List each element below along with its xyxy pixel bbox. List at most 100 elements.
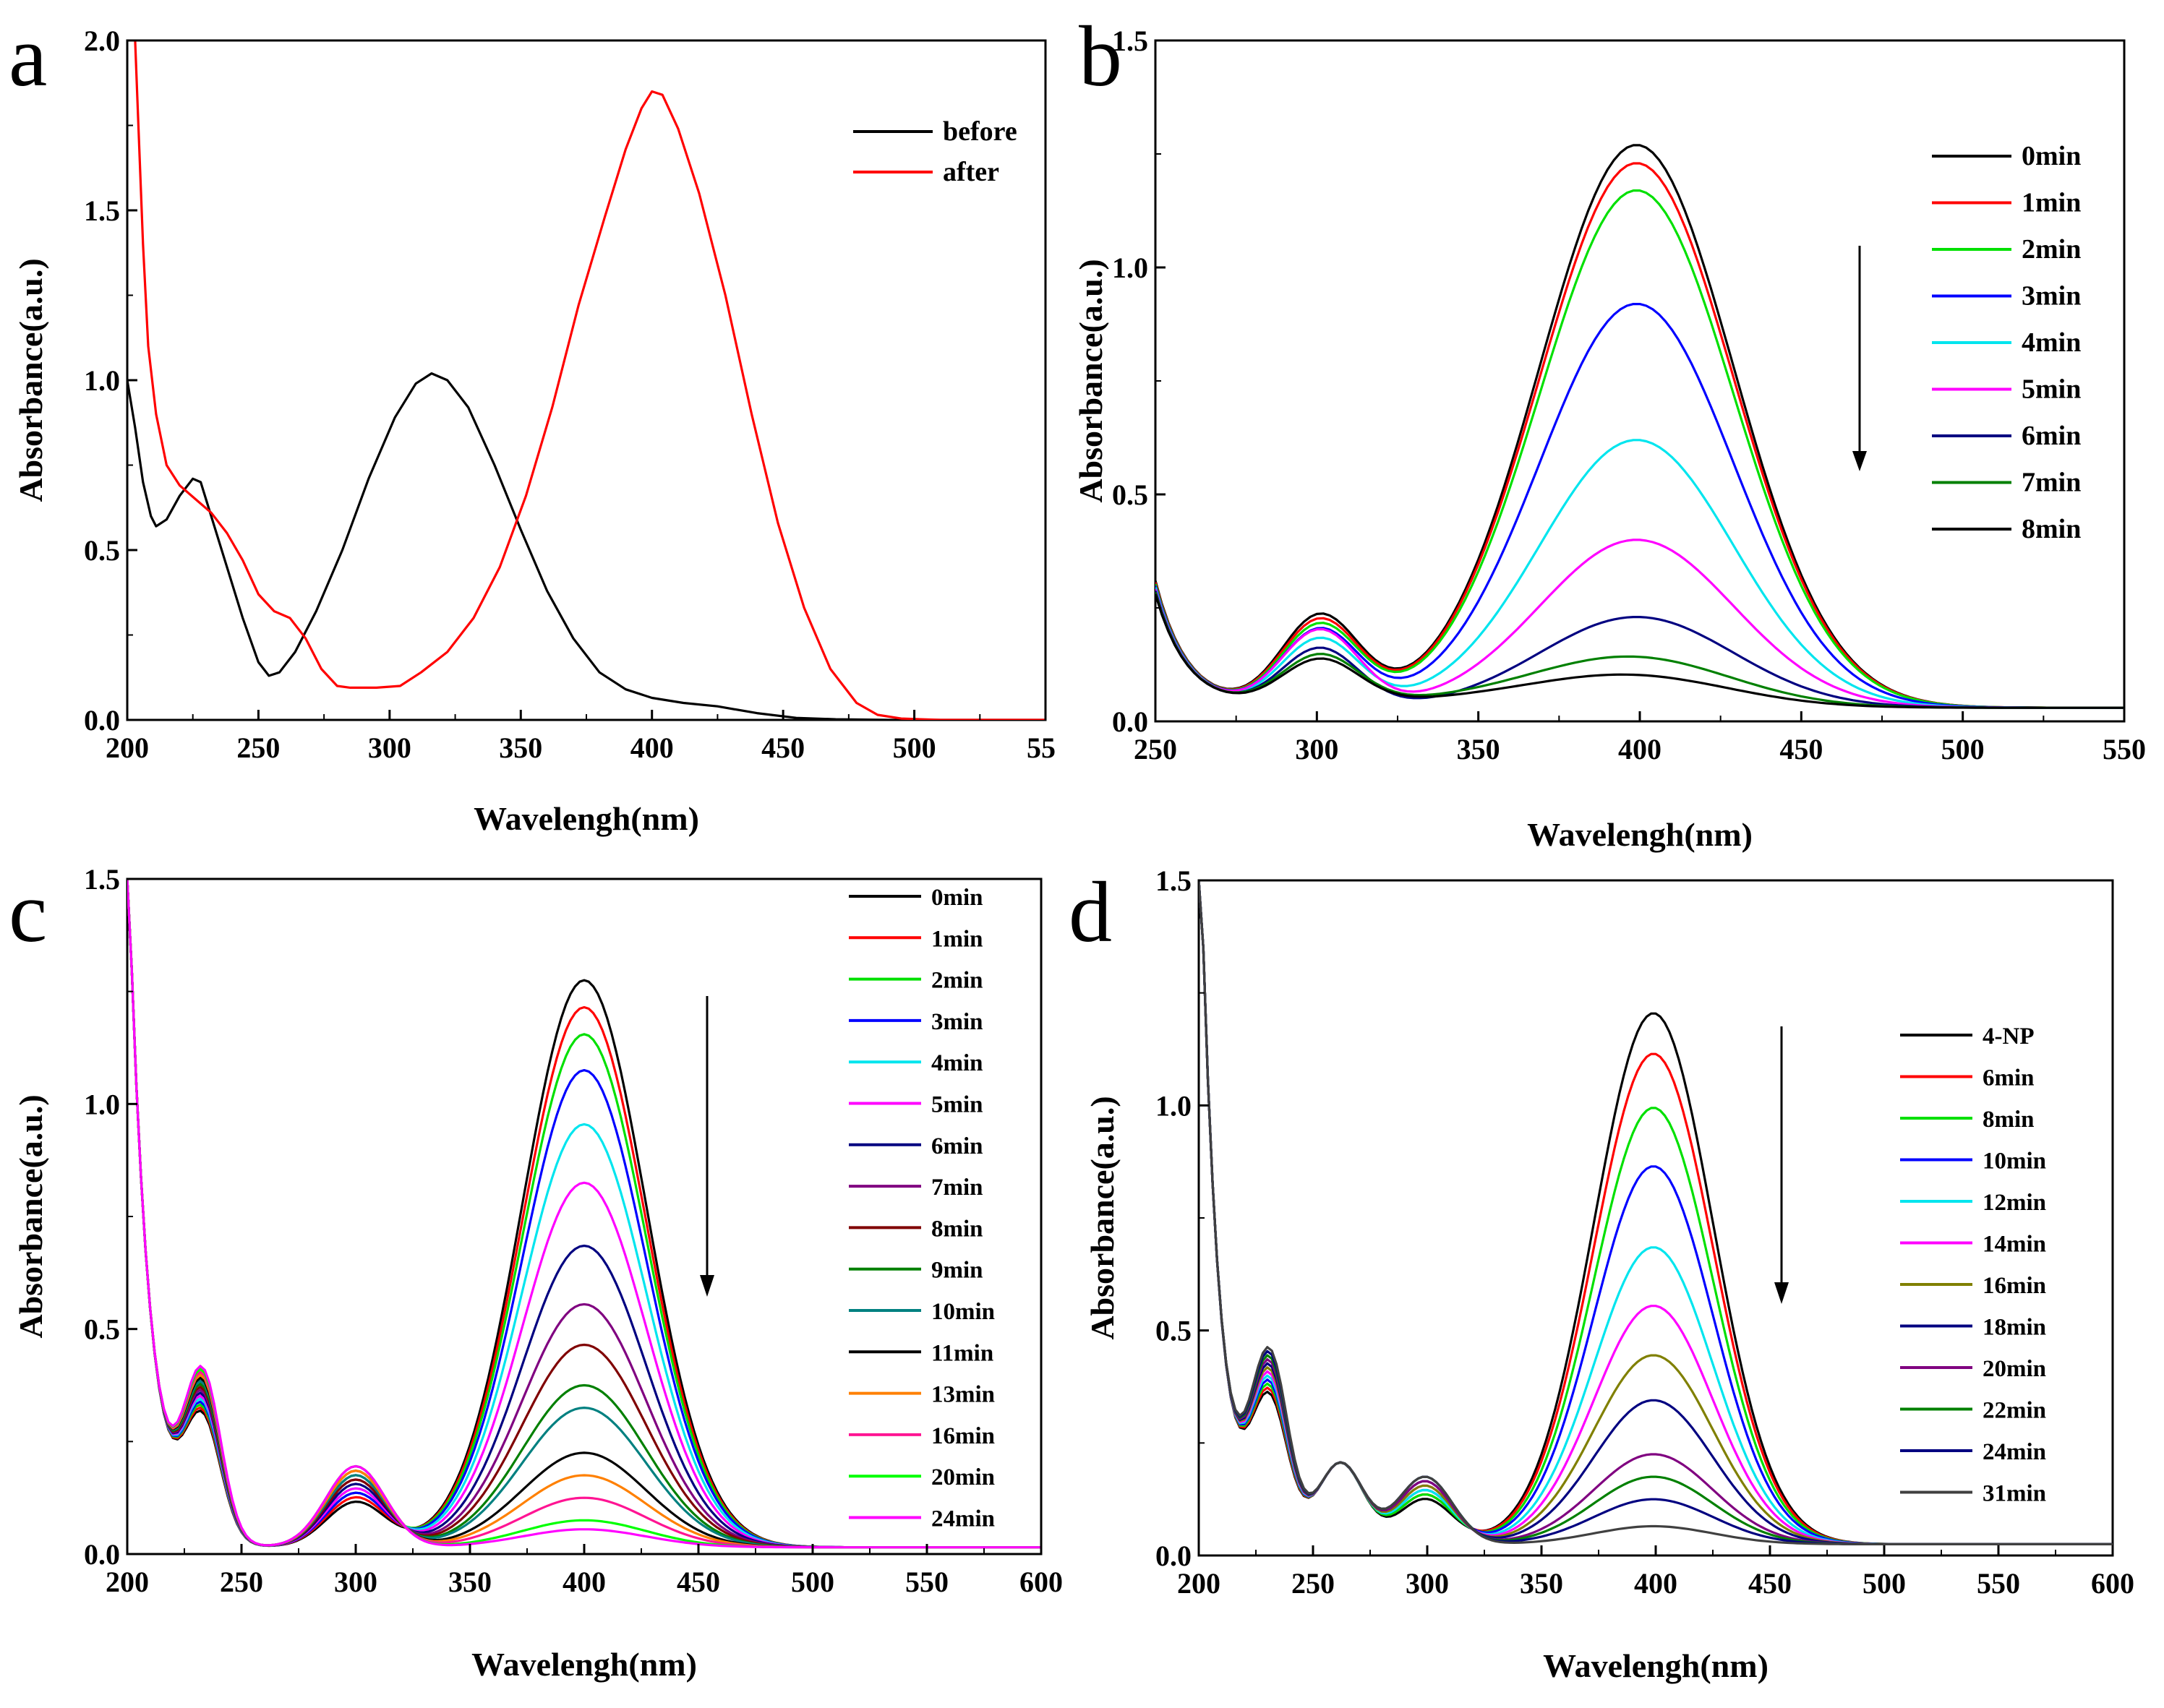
legend-label-d-16min: 16min xyxy=(1983,1273,2046,1299)
legend-label-d-6min: 6min xyxy=(1983,1065,2035,1091)
x-tick-label-a: 500 xyxy=(893,731,936,764)
panel-label-b: b xyxy=(1079,8,1122,104)
panel-a: a 200 250 300 350 400 450 500 55 0.0 0.5 1.0 1.5 2.0… xyxy=(9,8,1056,837)
x-tick-label-c: 450 xyxy=(677,1566,720,1598)
series-line-d-8min xyxy=(1199,880,2113,1545)
x-tick-label-a: 350 xyxy=(499,731,542,764)
series-line-d-20min xyxy=(1199,880,2113,1545)
series-line-d-24min xyxy=(1199,880,2113,1545)
y-axis-title-c: Absorbance(a.u.) xyxy=(12,1094,49,1338)
x-tick-label-a: 250 xyxy=(236,731,280,764)
series-line-d-31min xyxy=(1199,880,2113,1545)
legend-label-c-2min: 2min xyxy=(931,968,983,994)
x-tick-label-d: 200 xyxy=(1177,1567,1220,1600)
legend-label-b-7min: 7min xyxy=(2022,468,2081,498)
legend-label-d-14min: 14min xyxy=(1983,1232,2046,1258)
legend-label-b-5min: 5min xyxy=(2022,374,2081,405)
series-line-d-14min xyxy=(1199,880,2113,1545)
x-tick-label-c: 500 xyxy=(791,1566,834,1598)
legend-label-d-12min: 12min xyxy=(1983,1190,2046,1216)
series-line-b-4min xyxy=(1155,439,2124,709)
legend-label-c-16min: 16min xyxy=(931,1423,995,1449)
x-tick-label-b: 500 xyxy=(1941,733,1985,765)
x-tick-label-b: 350 xyxy=(1457,733,1500,765)
decrease-arrow-c xyxy=(700,996,714,1297)
x-tick-label-d: 250 xyxy=(1291,1567,1335,1600)
legend-label-d-18min: 18min xyxy=(1983,1315,2046,1341)
legend-label-b-0min: 0min xyxy=(2022,141,2081,171)
x-axis-title-d: Wavelengh(nm) xyxy=(1543,1647,1769,1684)
y-tick-label-a: 1.0 xyxy=(84,364,120,397)
y-tick-label-a: 2.0 xyxy=(84,25,120,57)
y-tick-label-d: 1.5 xyxy=(1155,864,1192,897)
x-axis-title-a: Wavelengh(nm) xyxy=(474,800,699,837)
series-line-d-6min xyxy=(1199,880,2113,1545)
legend-label-c-24min: 24min xyxy=(931,1506,995,1532)
legend-label-d-4-NP: 4-NP xyxy=(1983,1023,2034,1050)
y-tick-label-b: 0.0 xyxy=(1112,705,1148,738)
y-axis-title-b: Absorbance(a.u.) xyxy=(1072,259,1109,502)
legend-label-d-20min: 20min xyxy=(1983,1356,2046,1382)
series-line-c-24min xyxy=(127,879,1041,1549)
x-tick-label-d: 550 xyxy=(1977,1567,2020,1600)
x-tick-label-a: 400 xyxy=(630,731,674,764)
x-tick-label-c: 400 xyxy=(563,1566,606,1598)
y-tick-label-b: 0.5 xyxy=(1112,479,1148,511)
x-tick-label-a: 450 xyxy=(761,731,805,764)
legend-label-b-4min: 4min xyxy=(2022,327,2081,358)
y-tick-label-c: 1.0 xyxy=(84,1088,120,1120)
y-tick-label-a: 0.5 xyxy=(84,534,120,567)
series-line-b-0min xyxy=(1155,144,2124,709)
legend-label-b-8min: 8min xyxy=(2022,514,2081,544)
x-tick-label-b: 400 xyxy=(1618,733,1662,765)
y-axis-title-d: Absorbance(a.u.) xyxy=(1084,1096,1121,1339)
y-tick-label-b: 1.5 xyxy=(1112,25,1148,57)
series-line-d-16min xyxy=(1199,880,2113,1545)
legend-b: 0min 1min 2min 3min 4min 5min 6min 7min 8min xyxy=(1932,141,2081,544)
x-tick-label-c: 200 xyxy=(106,1566,149,1598)
series-line-d-12min xyxy=(1199,880,2113,1545)
series-line-d-10min xyxy=(1199,880,2113,1545)
legend-label-c-5min: 5min xyxy=(931,1092,983,1118)
legend-c: 0min 1min 2min 3min 4min 5min 6min 7min 8min 9min… xyxy=(849,885,995,1532)
x-axis-title-c: Wavelengh(nm) xyxy=(471,1646,697,1683)
x-tick-label-d: 300 xyxy=(1406,1567,1449,1600)
x-tick-label-d: 500 xyxy=(1863,1567,1906,1600)
x-tick-label-c: 250 xyxy=(220,1566,263,1598)
legend-label-c-10min: 10min xyxy=(931,1299,995,1325)
y-tick-label-d: 0.0 xyxy=(1155,1540,1192,1572)
legend-d: 4-NP 6min 8min 10min 12min 14min 16min 18min 20m… xyxy=(1900,1023,2046,1507)
legend-label-d-8min: 8min xyxy=(1983,1107,2035,1133)
x-tick-label-a: 200 xyxy=(106,731,149,764)
legend-label-c-9min: 9min xyxy=(931,1258,983,1284)
x-tick-label-c: 550 xyxy=(905,1566,949,1598)
x-tick-label-a: 300 xyxy=(368,731,411,764)
legend-label-c-7min: 7min xyxy=(931,1175,983,1201)
legend-label-c-1min: 1min xyxy=(931,926,983,952)
series-line-b-8min xyxy=(1155,593,2124,709)
y-axis-title-a: Absorbance(a.u.) xyxy=(12,258,49,502)
legend-label-c-11min: 11min xyxy=(931,1340,993,1366)
series-line-d-4-NP xyxy=(1199,880,2113,1545)
y-tick-label-a: 1.5 xyxy=(84,194,120,227)
x-tick-label-d: 450 xyxy=(1748,1567,1792,1600)
y-tick-label-d: 0.5 xyxy=(1155,1315,1192,1347)
x-tick-label-d: 350 xyxy=(1520,1567,1563,1600)
y-tick-label-a: 0.0 xyxy=(84,704,120,737)
panel-b: b 250 300 350 400 450 500 550 0.0 0.5 1.0 1.5 Wave… xyxy=(1072,8,2146,853)
legend-label-c-6min: 6min xyxy=(931,1133,983,1159)
legend-label-d-10min: 10min xyxy=(1983,1149,2046,1175)
legend-label-d-22min: 22min xyxy=(1983,1398,2046,1424)
legend-label-a-after: after xyxy=(943,157,999,187)
panel-d: d 200 250 300 350 400 450 500 550 600 0.0 0.5 1.0 1.… xyxy=(1069,864,2134,1684)
x-tick-label-c: 300 xyxy=(334,1566,377,1598)
x-tick-label-d: 600 xyxy=(2091,1567,2134,1600)
series-line-a-after xyxy=(134,40,1045,720)
plot-area-a xyxy=(126,39,1047,721)
x-tick-label-a: 55 xyxy=(1027,731,1056,764)
legend-label-b-3min: 3min xyxy=(2022,281,2081,312)
x-tick-label-b: 250 xyxy=(1134,733,1177,765)
legend-label-c-4min: 4min xyxy=(931,1050,983,1076)
series-line-d-22min xyxy=(1199,880,2113,1545)
